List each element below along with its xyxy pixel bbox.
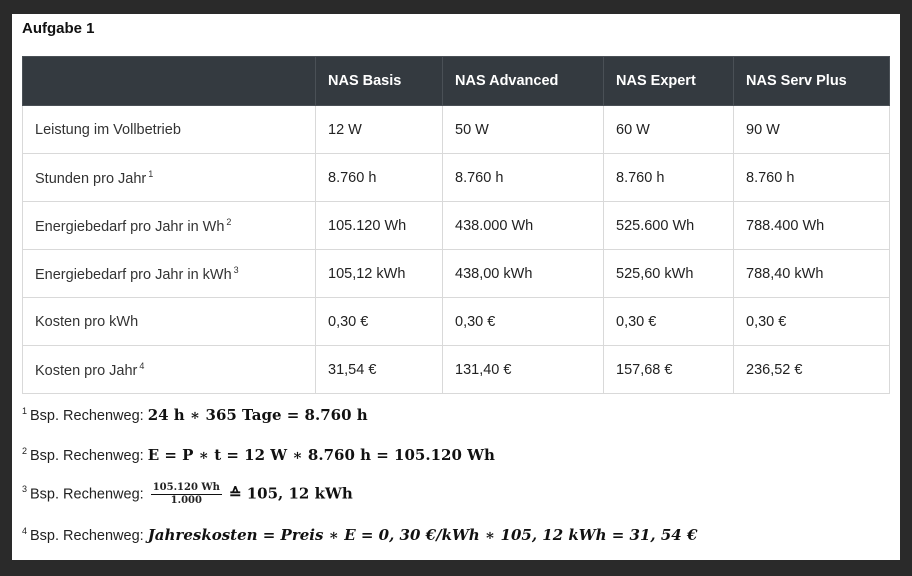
table-cell: 8.760 h <box>733 153 890 202</box>
table-cell: 236,52 € <box>733 345 890 394</box>
table-cell: 12 W <box>315 105 443 154</box>
cost-table: NAS Basis NAS Advanced NAS Expert NAS Se… <box>22 56 890 394</box>
footnote-2: 2 Bsp. Rechenweg: E = P ∗ t = 12 W ∗ 8.76… <box>22 446 495 464</box>
row-label: Stunden pro Jahr <box>35 170 147 187</box>
fraction-numerator: 105.120 Wh <box>150 482 222 495</box>
footnote-number: 1 <box>22 406 28 416</box>
footnote-number: 3 <box>22 484 28 495</box>
table-row: Kosten pro kWh 0,30 €0,30 €0,30 €0,30 € <box>22 297 890 346</box>
footnote-marker: 3 <box>233 264 239 275</box>
row-label: Energiebedarf pro Jahr in kWh <box>35 266 232 283</box>
row-label-cell: Energiebedarf pro Jahr in Wh 2 <box>22 201 316 250</box>
footnote-fraction: 105.120 Wh 1.000 <box>150 482 222 507</box>
row-label-cell: Kosten pro kWh <box>22 297 316 346</box>
fraction-denominator: 1.000 <box>170 495 202 506</box>
footnote-number: 2 <box>22 446 28 456</box>
table-cell: 788.400 Wh <box>733 201 890 250</box>
row-label-cell: Stunden pro Jahr 1 <box>22 153 316 202</box>
table-cell: 438.000 Wh <box>442 201 604 250</box>
table-cell: 8.760 h <box>603 153 734 202</box>
footnote-marker: 4 <box>139 360 145 371</box>
table-cell: 0,30 € <box>315 297 443 346</box>
table-cell: 131,40 € <box>442 345 604 394</box>
table-cell: 0,30 € <box>442 297 604 346</box>
table-cell: 105,12 kWh <box>315 249 443 298</box>
table-cell: 788,40 kWh <box>733 249 890 298</box>
header-cell <box>22 56 316 106</box>
footnote-formula: 24 h ∗ 365 Tage = 8.760 h <box>147 406 368 424</box>
row-label-cell: Leistung im Vollbetrieb <box>22 105 316 154</box>
row-label: Leistung im Vollbetrieb <box>35 121 181 138</box>
table-cell: 0,30 € <box>603 297 734 346</box>
header-cell: NAS Serv Plus <box>733 56 890 106</box>
table-cell: 60 W <box>603 105 734 154</box>
row-label: Kosten pro Jahr <box>35 362 138 379</box>
footnote-prefix: Bsp. Rechenweg: <box>30 486 144 503</box>
footnote-4: 4 Bsp. Rechenweg: Jahreskosten = Preis ∗ … <box>22 526 697 544</box>
table-cell: 525,60 kWh <box>603 249 734 298</box>
header-cell: NAS Expert <box>603 56 734 106</box>
footnote-1: 1 Bsp. Rechenweg: 24 h ∗ 365 Tage = 8.760… <box>22 406 368 424</box>
table-cell: 8.760 h <box>442 153 604 202</box>
table-cell: 525.600 Wh <box>603 201 734 250</box>
footnote-formula: Jahreskosten = Preis ∗ E = 0, 30 €/kWh ∗… <box>147 526 698 544</box>
footnote-prefix: Bsp. Rechenweg: <box>30 528 144 544</box>
table-cell: 157,68 € <box>603 345 734 394</box>
row-label: Energiebedarf pro Jahr in Wh <box>35 218 225 235</box>
table-header-row: NAS Basis NAS Advanced NAS Expert NAS Se… <box>22 56 890 106</box>
row-label-cell: Kosten pro Jahr 4 <box>22 345 316 394</box>
footnote-prefix: Bsp. Rechenweg: <box>30 448 144 464</box>
table-row: Kosten pro Jahr 4 31,54 €131,40 €157,68 €2… <box>22 345 890 394</box>
footnote-prefix: Bsp. Rechenweg: <box>30 408 144 424</box>
table-row: Leistung im Vollbetrieb 12 W 50 W 60 W 90 W <box>22 105 890 154</box>
table-cell: 0,30 € <box>733 297 890 346</box>
header-cell: NAS Advanced <box>442 56 604 106</box>
page-title: Aufgabe 1 <box>22 20 95 37</box>
table-cell: 105.120 Wh <box>315 201 443 250</box>
footnote-marker: 2 <box>226 216 232 227</box>
table-cell: 90 W <box>733 105 890 154</box>
row-label-cell: Energiebedarf pro Jahr in kWh 3 <box>22 249 316 298</box>
table-cell: 438,00 kWh <box>442 249 604 298</box>
header-cell: NAS Basis <box>315 56 443 106</box>
table-cell: 50 W <box>442 105 604 154</box>
table-row: Stunden pro Jahr 1 8.760 h 8.760 h 8.760 h 8.… <box>22 153 890 202</box>
table-cell: 8.760 h <box>315 153 443 202</box>
table-row: Energiebedarf pro Jahr in Wh 2 105.120 Wh 4… <box>22 201 890 250</box>
footnote-formula: ≙ 105, 12 kWh <box>228 484 353 503</box>
footnote-3: 3 Bsp. Rechenweg: 105.120 Wh 1.000 ≙ 105,… <box>22 482 353 507</box>
footnote-formula: E = P ∗ t = 12 W ∗ 8.760 h = 105.120 Wh <box>147 446 495 464</box>
footnote-marker: 1 <box>148 168 154 179</box>
row-label: Kosten pro kWh <box>35 313 139 330</box>
table-row: Energiebedarf pro Jahr in kWh 3 105,12 kWh… <box>22 249 890 298</box>
footnote-number: 4 <box>22 526 28 536</box>
document-sheet: Aufgabe 1 NAS Basis NAS Advanced NAS Exp… <box>12 14 900 560</box>
table-cell: 31,54 € <box>315 345 443 394</box>
